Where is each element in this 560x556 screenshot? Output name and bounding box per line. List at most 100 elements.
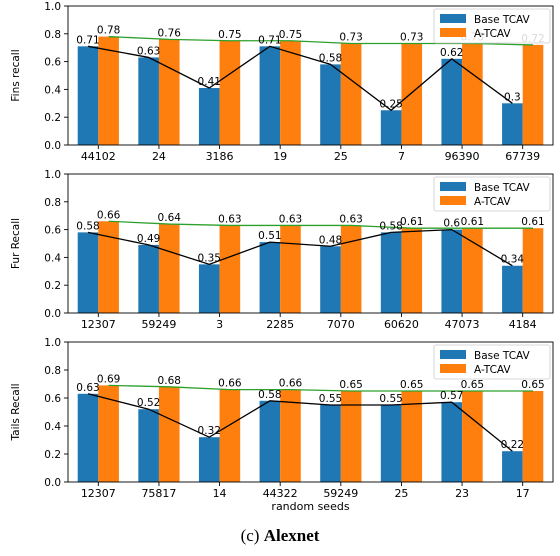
y-tick-label: 1.0	[44, 1, 61, 13]
legend-swatch	[440, 14, 466, 23]
a-tcav-bar	[401, 43, 423, 145]
a-tcav-bar	[522, 228, 544, 313]
y-tick-label: 0.0	[44, 308, 61, 320]
x-tick-label: 25	[334, 150, 348, 163]
base-tcav-bar	[259, 46, 281, 146]
a-tcav-value-label: 0.65	[521, 379, 544, 391]
base-tcav-value-label: 0.52	[137, 397, 160, 409]
y-tick-label: 0.4	[44, 252, 61, 264]
y-tick-label: 0.8	[44, 365, 61, 377]
x-tick-label: 44102	[81, 150, 116, 163]
a-tcav-bar	[158, 386, 180, 482]
legend: Base TCAV A-TCAV	[433, 176, 551, 212]
legend-swatch	[440, 350, 466, 359]
a-tcav-bar	[401, 391, 423, 482]
plot-frame	[67, 173, 554, 314]
base-tcav-value-label: 0.71	[258, 34, 281, 46]
base-tcav-value-label: 0.49	[137, 233, 160, 245]
chart-panel-1: 0.710.780.630.760.410.75 0.710.750.580.73…	[10, 1, 554, 163]
a-tcav-bar	[219, 389, 241, 482]
x-tick-label: 12307	[81, 318, 116, 331]
y-tick-label: 0.6	[44, 393, 61, 405]
x-tick-label: 25	[394, 487, 408, 500]
a-tcav-value-label: 0.68	[158, 375, 181, 387]
base-tcav-trend-line	[87, 45, 513, 112]
base-tcav-value-label: 0.71	[76, 34, 99, 46]
a-tcav-value-label: 0.66	[218, 378, 242, 390]
base-tcav-value-label: 0.57	[440, 390, 463, 402]
base-tcav-value-label: 0.55	[379, 393, 402, 405]
legend-swatch	[440, 182, 466, 191]
y-tick-label: 0.8	[44, 29, 61, 41]
a-tcav-bar	[462, 228, 483, 313]
a-tcav-value-label: 0.65	[461, 379, 484, 391]
base-tcav-bar	[77, 232, 99, 313]
x-tick-label: 4184	[509, 318, 537, 331]
base-tcav-bar	[380, 110, 402, 145]
base-tcav-trend-line	[87, 393, 513, 452]
y-tick-label: 1.0	[44, 169, 61, 181]
y-tick-label: 0.2	[44, 449, 61, 461]
legend-swatch	[440, 28, 466, 37]
y-tick-label: 0.0	[44, 477, 61, 489]
a-tcav-value-label: 0.73	[400, 32, 423, 44]
a-tcav-value-label: 0.78	[97, 25, 120, 37]
x-tick-label: 14	[213, 487, 227, 500]
chart-panel-2: 0.580.660.490.640.350.630.510.630.480.63…	[10, 169, 554, 331]
a-tcav-bar	[280, 225, 301, 313]
legend-label: A-TCAV	[474, 196, 511, 208]
base-tcav-value-label: 0.34	[501, 254, 525, 266]
legend: Base TCAV A-TCAV	[433, 344, 551, 380]
a-tcav-bar	[340, 43, 362, 145]
a-tcav-bar	[98, 36, 119, 145]
a-tcav-value-label: 0.61	[400, 216, 423, 228]
base-tcav-bar	[380, 405, 402, 482]
a-tcav-bar	[158, 39, 180, 145]
x-tick-label: 59249	[141, 318, 176, 331]
a-tcav-value-label: 0.66	[97, 209, 121, 221]
caption-prefix: (c)	[240, 526, 264, 545]
y-tick-label: 0.6	[44, 225, 61, 237]
base-tcav-bar	[320, 64, 341, 145]
base-tcav-value-label: 0.51	[258, 230, 281, 242]
a-tcav-value-label: 0.76	[158, 27, 182, 39]
a-tcav-value-label: 0.65	[400, 379, 423, 391]
legend-swatch	[440, 196, 466, 205]
base-tcav-bar	[259, 242, 281, 313]
a-tcav-bar	[98, 385, 119, 482]
a-tcav-bar	[462, 391, 483, 482]
base-tcav-bar	[198, 437, 220, 482]
y-tick-label: 1.0	[44, 337, 61, 349]
x-tick-label: 59249	[323, 487, 358, 500]
base-tcav-value-label: 0.63	[76, 382, 99, 394]
a-tcav-value-label: 0.75	[279, 29, 302, 41]
x-tick-label: 7070	[327, 318, 355, 331]
y-axis-label: Fur Recall	[10, 218, 22, 269]
base-tcav-bar	[441, 58, 463, 145]
a-tcav-bar	[462, 43, 483, 145]
a-tcav-bar	[522, 391, 544, 482]
base-tcav-bar	[502, 265, 523, 313]
base-tcav-bar	[441, 229, 463, 313]
base-tcav-bar	[198, 88, 220, 145]
y-tick-label: 0.2	[44, 112, 61, 124]
x-tick-label: 23	[455, 487, 469, 500]
base-tcav-value-label: 0.25	[379, 98, 402, 110]
base-tcav-value-label: 0.32	[198, 425, 221, 437]
x-tick-label: 75817	[141, 487, 176, 500]
base-tcav-value-label: 0.58	[379, 220, 402, 232]
legend-label: Base TCAV	[474, 14, 531, 26]
base-tcav-bar	[502, 103, 523, 145]
x-tick-label: 2285	[266, 318, 294, 331]
base-tcav-bar	[259, 400, 281, 482]
base-tcav-bar	[77, 46, 99, 146]
base-tcav-bar	[380, 232, 402, 313]
a-tcav-value-label: 0.61	[461, 216, 484, 228]
base-tcav-value-label: 0.55	[319, 393, 342, 405]
y-tick-label: 0.6	[44, 57, 61, 69]
base-tcav-bar	[138, 409, 159, 482]
base-tcav-bar	[77, 393, 99, 482]
a-tcav-value-label: 0.73	[339, 32, 362, 44]
x-tick-label: 67739	[505, 150, 540, 163]
a-tcav-bar	[219, 40, 241, 145]
